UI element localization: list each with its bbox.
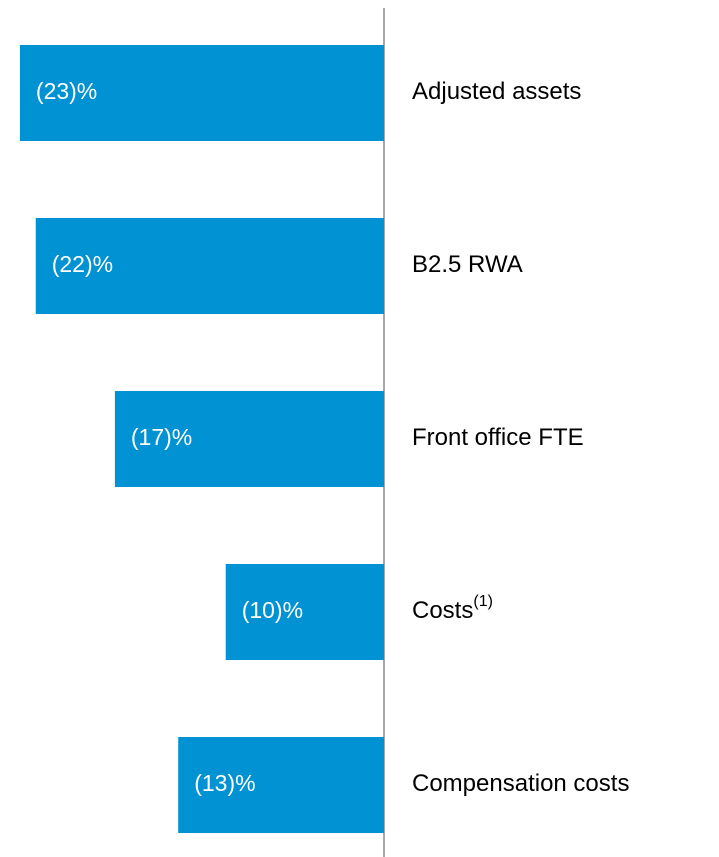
category-text: Front office FTE — [412, 424, 584, 451]
bar — [35, 218, 385, 314]
value-label: (10)% — [242, 597, 303, 623]
bar — [225, 564, 384, 660]
value-label: (17)% — [131, 424, 192, 450]
bar — [178, 737, 384, 833]
category-label: B2.5 RWA — [412, 251, 523, 278]
bar — [19, 45, 384, 141]
category-label: Costs(1) — [412, 593, 493, 624]
value-label: (22)% — [52, 251, 113, 277]
category-superscript: (1) — [473, 593, 493, 610]
category-text: Compensation costs — [412, 770, 629, 797]
category-label: Compensation costs — [412, 770, 629, 797]
category-text: B2.5 RWA — [412, 251, 523, 278]
category-label: Adjusted assets — [412, 78, 581, 105]
category-text: Costs — [412, 597, 473, 624]
value-label: (13)% — [194, 770, 255, 796]
category-label: Front office FTE — [412, 424, 584, 451]
bar — [114, 391, 384, 487]
value-label: (23)% — [36, 78, 97, 104]
category-text: Adjusted assets — [412, 78, 581, 105]
